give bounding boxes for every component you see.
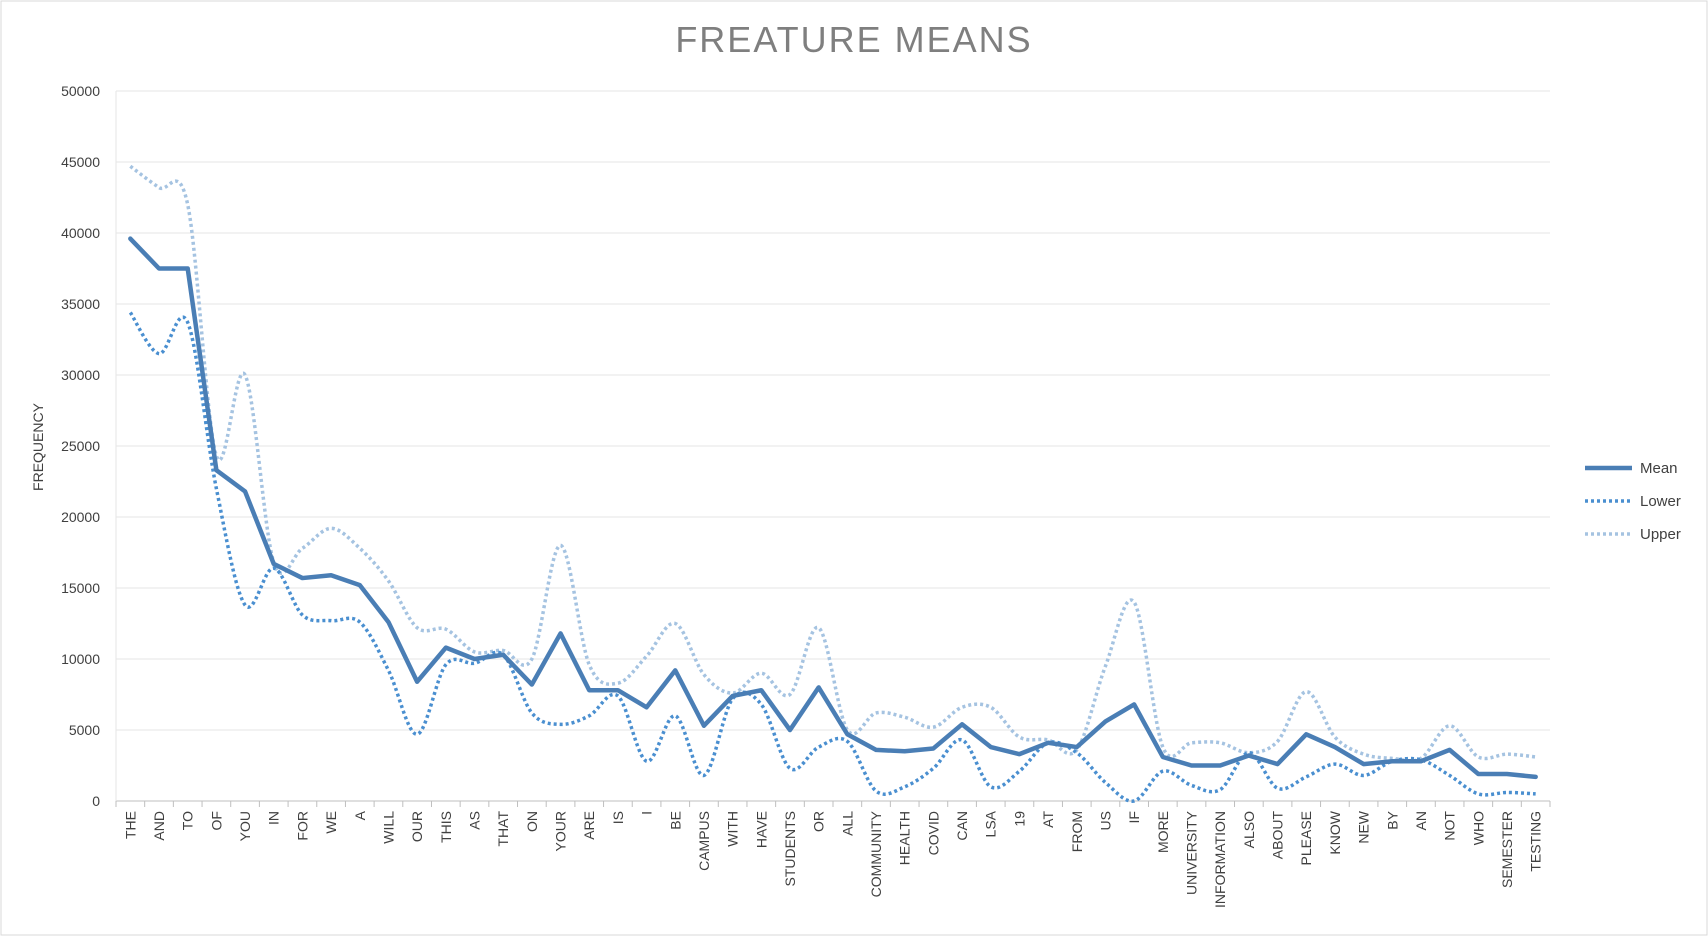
x-tick-label: NOT (1442, 811, 1458, 841)
x-tick-label: FROM (1069, 811, 1085, 852)
x-tick-label: ON (524, 811, 540, 832)
x-tick-label: OR (811, 811, 827, 832)
x-tick-label: THAT (495, 811, 511, 847)
y-tick-label: 20000 (61, 509, 100, 525)
y-tick-label: 10000 (61, 651, 100, 667)
x-tick-label: WHO (1470, 811, 1486, 845)
x-tick-label: HEALTH (897, 811, 913, 865)
x-tick-label: FOR (294, 811, 310, 841)
series-line-lower (128, 311, 1536, 803)
x-tick-label: CAMPUS (696, 811, 712, 871)
x-tick-label: THIS (438, 811, 454, 843)
x-tick-label: LSA (983, 810, 999, 837)
series-line-mean (128, 236, 1538, 780)
x-tick-label: KNOW (1327, 810, 1343, 854)
x-tick-label: HAVE (753, 811, 769, 848)
y-tick-label: 40000 (61, 225, 100, 241)
chart-title: FREATURE MEANS (675, 19, 1032, 60)
x-tick-label: COVID (925, 811, 941, 855)
x-tick-label: UNIVERSITY (1184, 810, 1200, 895)
x-tick-label: YOUR (553, 811, 569, 851)
x-tick-label: A (352, 810, 368, 820)
x-tick-label: IF (1126, 811, 1142, 823)
x-tick-label: SEMESTER (1499, 811, 1515, 888)
x-tick-label: IS (610, 811, 626, 824)
x-tick-label: AND (151, 811, 167, 841)
x-tick-label: AT (1040, 811, 1056, 828)
y-tick-label: 15000 (61, 580, 100, 596)
x-tick-label: MORE (1155, 811, 1171, 853)
x-tick-label: US (1097, 811, 1113, 830)
x-tick-label: CAN (954, 811, 970, 841)
x-tick-label: INFORMATION (1212, 811, 1228, 908)
x-tick-label: AS (467, 811, 483, 830)
x-tick-label: STUDENTS (782, 811, 798, 886)
x-tick-label: OUR (409, 811, 425, 842)
x-tick-label: YOU (237, 811, 253, 841)
y-tick-label: 5000 (69, 722, 100, 738)
y-tick-label: 50000 (61, 83, 100, 99)
y-axis-ticks: 0 5000 10000 15000 20000 25000 30000 35000 40000… (61, 83, 100, 809)
y-tick-label: 30000 (61, 367, 100, 383)
x-tick-label: ALL (839, 811, 855, 836)
series-lines (128, 164, 1538, 803)
legend: Mean Lower Upper (1585, 460, 1681, 543)
x-tick-label: NEW (1356, 810, 1372, 843)
x-tick-label: WITH (725, 811, 741, 847)
x-tick-label: THE (122, 811, 138, 839)
x-tick-label: WILL (380, 811, 396, 844)
legend-label-mean: Mean (1640, 460, 1678, 477)
x-tick-label: WE (323, 811, 339, 834)
gridlines (116, 90, 1550, 731)
x-tick-label: IN (266, 811, 282, 825)
x-tick-label: TO (180, 811, 196, 830)
y-axis-label: FREQUENCY (30, 402, 46, 491)
x-tick-label: OF (208, 811, 224, 830)
x-tick-label: ABOUT (1270, 811, 1286, 860)
x-tick-label: 19 (1011, 811, 1027, 827)
legend-label-lower: Lower (1640, 493, 1681, 510)
x-tick-label: ARE (581, 811, 597, 840)
y-tick-label: 25000 (61, 438, 100, 454)
x-tick-label: AN (1413, 811, 1429, 830)
legend-label-upper: Upper (1640, 526, 1681, 543)
x-axis: THE AND TO OF YOU IN FOR WE A WILL OUR THIS AS THAT ON… (115, 91, 1551, 908)
y-tick-label: 35000 (61, 296, 100, 312)
x-tick-label: BE (667, 811, 683, 830)
x-tick-label: I (639, 811, 655, 815)
y-tick-label: 45000 (61, 154, 100, 170)
y-tick-label: 0 (92, 793, 100, 809)
x-tick-label: TESTING (1528, 811, 1544, 872)
x-tick-label: ALSO (1241, 811, 1257, 848)
x-tick-label: COMMUNITY (868, 810, 884, 897)
x-tick-label: BY (1384, 810, 1400, 829)
x-tick-label: PLEASE (1298, 811, 1314, 865)
